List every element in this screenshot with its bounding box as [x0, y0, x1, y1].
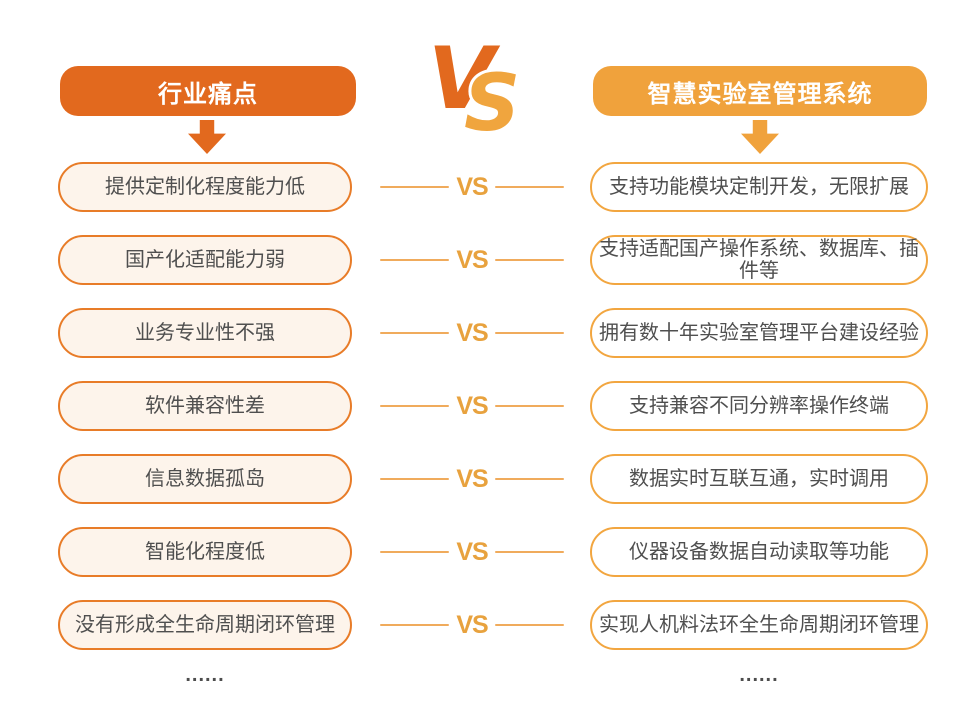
connector-line	[380, 332, 450, 334]
connector-line	[380, 478, 450, 480]
comparison-row: 信息数据孤岛 VS 数据实时互联互通，实时调用	[0, 454, 976, 504]
vs-logo-letter-v: V	[428, 29, 501, 129]
comparison-rows: 提供定制化程度能力低 VS 支持功能模块定制开发，无限扩展 国产化适配能力弱 V…	[0, 162, 976, 673]
pain-point-pill: 软件兼容性差	[58, 381, 352, 431]
pain-point-label: 软件兼容性差	[145, 395, 265, 417]
connector-line	[380, 551, 450, 553]
pain-point-pill: 国产化适配能力弱	[58, 235, 352, 285]
pain-point-pill: 没有形成全生命周期闭环管理	[58, 600, 352, 650]
comparison-row: 智能化程度低 VS 仪器设备数据自动读取等功能	[0, 527, 976, 577]
comparison-row: 提供定制化程度能力低 VS 支持功能模块定制开发，无限扩展	[0, 162, 976, 212]
right-column-title: 智慧实验室管理系统	[647, 80, 873, 108]
pain-point-label: 国产化适配能力弱	[125, 249, 285, 271]
solution-pill: 实现人机料法环全生命周期闭环管理	[590, 600, 928, 650]
vs-connector: VS	[352, 465, 590, 494]
vs-connector: VS	[352, 246, 590, 275]
vs-label: VS	[456, 245, 488, 274]
connector-line	[380, 259, 450, 261]
solution-label: 实现人机料法环全生命周期闭环管理	[599, 614, 919, 636]
vs-label: VS	[456, 391, 488, 420]
right-column-header: 智慧实验室管理系统	[593, 66, 927, 116]
vs-connector: VS	[352, 173, 590, 202]
connector-line	[494, 478, 565, 480]
connector-line	[494, 186, 565, 188]
left-down-arrow-icon	[188, 120, 226, 154]
solution-pill: 支持适配国产操作系统、数据库、插件等	[590, 235, 928, 285]
solution-pill: 支持功能模块定制开发，无限扩展	[590, 162, 928, 212]
vs-label: VS	[456, 318, 488, 347]
pain-point-pill: 智能化程度低	[58, 527, 352, 577]
vs-connector: VS	[352, 319, 590, 348]
vs-label: VS	[456, 537, 488, 566]
vs-connector: VS	[352, 392, 590, 421]
pain-point-pill: 业务专业性不强	[58, 308, 352, 358]
solution-label: 拥有数十年实验室管理平台建设经验	[599, 322, 919, 344]
connector-line	[494, 405, 565, 407]
solution-pill: 数据实时互联互通，实时调用	[590, 454, 928, 504]
pain-point-pill: 信息数据孤岛	[58, 454, 352, 504]
vs-label: VS	[456, 610, 488, 639]
connector-line	[494, 551, 565, 553]
left-column-title: 行业痛点	[158, 80, 258, 108]
comparison-row: 业务专业性不强 VS 拥有数十年实验室管理平台建设经验	[0, 308, 976, 358]
left-column-ellipsis: ......	[185, 664, 225, 686]
connector-line	[494, 332, 565, 334]
pain-point-label: 没有形成全生命周期闭环管理	[75, 614, 335, 636]
solution-label: 支持兼容不同分辨率操作终端	[629, 395, 889, 417]
pain-point-label: 业务专业性不强	[135, 322, 275, 344]
vs-logo-letter-s: S	[464, 59, 520, 138]
pain-point-label: 智能化程度低	[145, 541, 265, 563]
connector-line	[380, 186, 450, 188]
vs-label: VS	[456, 172, 488, 201]
solution-pill: 支持兼容不同分辨率操作终端	[590, 381, 928, 431]
pain-point-label: 信息数据孤岛	[145, 468, 265, 490]
connector-line	[494, 624, 565, 626]
solution-label: 支持功能模块定制开发，无限扩展	[609, 176, 909, 198]
solution-label: 数据实时互联互通，实时调用	[629, 468, 889, 490]
connector-line	[380, 624, 450, 626]
comparison-row: 没有形成全生命周期闭环管理 VS 实现人机料法环全生命周期闭环管理	[0, 600, 976, 650]
comparison-row: 国产化适配能力弱 VS 支持适配国产操作系统、数据库、插件等	[0, 235, 976, 285]
connector-line	[494, 259, 565, 261]
solution-pill: 仪器设备数据自动读取等功能	[590, 527, 928, 577]
solution-pill: 拥有数十年实验室管理平台建设经验	[590, 308, 928, 358]
vs-logo: V S	[428, 29, 523, 138]
vs-label: VS	[456, 464, 488, 493]
vs-connector: VS	[352, 538, 590, 567]
solution-label: 仪器设备数据自动读取等功能	[629, 541, 889, 563]
pain-point-pill: 提供定制化程度能力低	[58, 162, 352, 212]
pain-point-label: 提供定制化程度能力低	[105, 176, 305, 198]
solution-label: 支持适配国产操作系统、数据库、插件等	[599, 238, 919, 282]
left-column-header: 行业痛点	[60, 66, 356, 116]
right-down-arrow-icon	[741, 120, 779, 154]
right-column-ellipsis: ......	[739, 664, 779, 686]
vs-connector: VS	[352, 611, 590, 640]
connector-line	[380, 405, 450, 407]
comparison-row: 软件兼容性差 VS 支持兼容不同分辨率操作终端	[0, 381, 976, 431]
